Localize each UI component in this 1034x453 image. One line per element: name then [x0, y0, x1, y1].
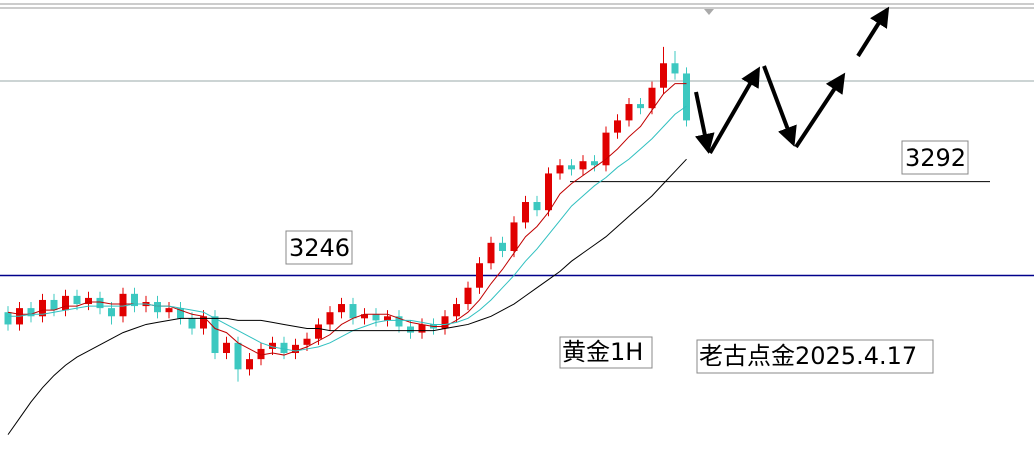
label-box [559, 336, 653, 369]
candle-body [280, 342, 288, 354]
plot [0, 46, 1034, 435]
candle-body [545, 173, 552, 211]
candle-body [223, 342, 230, 354]
candle-body [177, 308, 184, 319]
candle-body [625, 104, 633, 121]
candle-body [614, 120, 621, 133]
candle-body [108, 308, 115, 317]
candle-body [602, 132, 610, 166]
candle-body [637, 104, 644, 109]
candle-body [292, 344, 299, 354]
candle-body [257, 348, 265, 360]
candle-body [648, 87, 656, 109]
candle-body [568, 165, 575, 170]
arrow [708, 66, 761, 155]
candle-body [407, 326, 414, 333]
candle-body [499, 242, 506, 251]
candle-body [326, 312, 334, 325]
candle-body [119, 293, 127, 317]
candle-body [510, 222, 518, 251]
arrow [762, 65, 797, 147]
candle-body [556, 165, 564, 174]
arrow [794, 72, 846, 149]
candle-body [671, 63, 679, 74]
candle-body [591, 161, 598, 166]
candle-body [522, 202, 529, 223]
candle-body [487, 242, 495, 264]
top-marker [704, 9, 714, 15]
moving-average [7, 83, 687, 356]
candle-body [188, 318, 196, 329]
candle-body [85, 297, 92, 305]
candle-body [4, 312, 12, 325]
label-box [285, 230, 353, 265]
candle-body [200, 316, 207, 329]
candle-body [441, 316, 449, 329]
label-box [901, 140, 969, 175]
candle-body [50, 299, 58, 311]
label-box [696, 339, 934, 374]
candle-body [660, 63, 667, 88]
candle-body [246, 359, 253, 370]
candle-body [315, 324, 322, 339]
arrow [694, 91, 715, 154]
candle-body [453, 304, 460, 317]
candle-body [131, 293, 138, 307]
candle-body [269, 342, 276, 349]
labels: 3246 3292 黄金1H 老古点金2025.4.17 [285, 140, 969, 374]
candle-body [683, 73, 690, 121]
level-label: 3246 [289, 234, 350, 262]
candle-body [154, 302, 161, 313]
forecast-arrows [694, 6, 890, 155]
candle-body [395, 316, 403, 327]
candle-body [579, 161, 587, 170]
candle-body [372, 314, 380, 321]
candle-body [349, 304, 357, 319]
candle-body [476, 263, 483, 288]
candle-body [338, 304, 345, 313]
moving-average [8, 105, 687, 352]
annotation: 老古点金2025.4.17 [699, 342, 917, 370]
candle-body [533, 202, 541, 211]
annotation: 黄金1H [562, 338, 643, 366]
candle-body [303, 338, 311, 345]
candle-body [464, 287, 472, 305]
candle-body [211, 316, 219, 354]
candle-body [234, 342, 242, 370]
candle-body [361, 314, 368, 319]
candle-body [165, 308, 173, 313]
candle-body [384, 316, 391, 321]
level-label: 3292 [905, 144, 966, 172]
moving-average [7, 158, 687, 435]
candle-body [27, 308, 35, 317]
frame [0, 3, 1034, 82]
arrow [856, 6, 890, 58]
candle-body [418, 324, 426, 333]
candle-body [73, 295, 81, 305]
candle-body [39, 299, 46, 317]
candle-body [96, 297, 104, 309]
candle-body [62, 295, 69, 311]
